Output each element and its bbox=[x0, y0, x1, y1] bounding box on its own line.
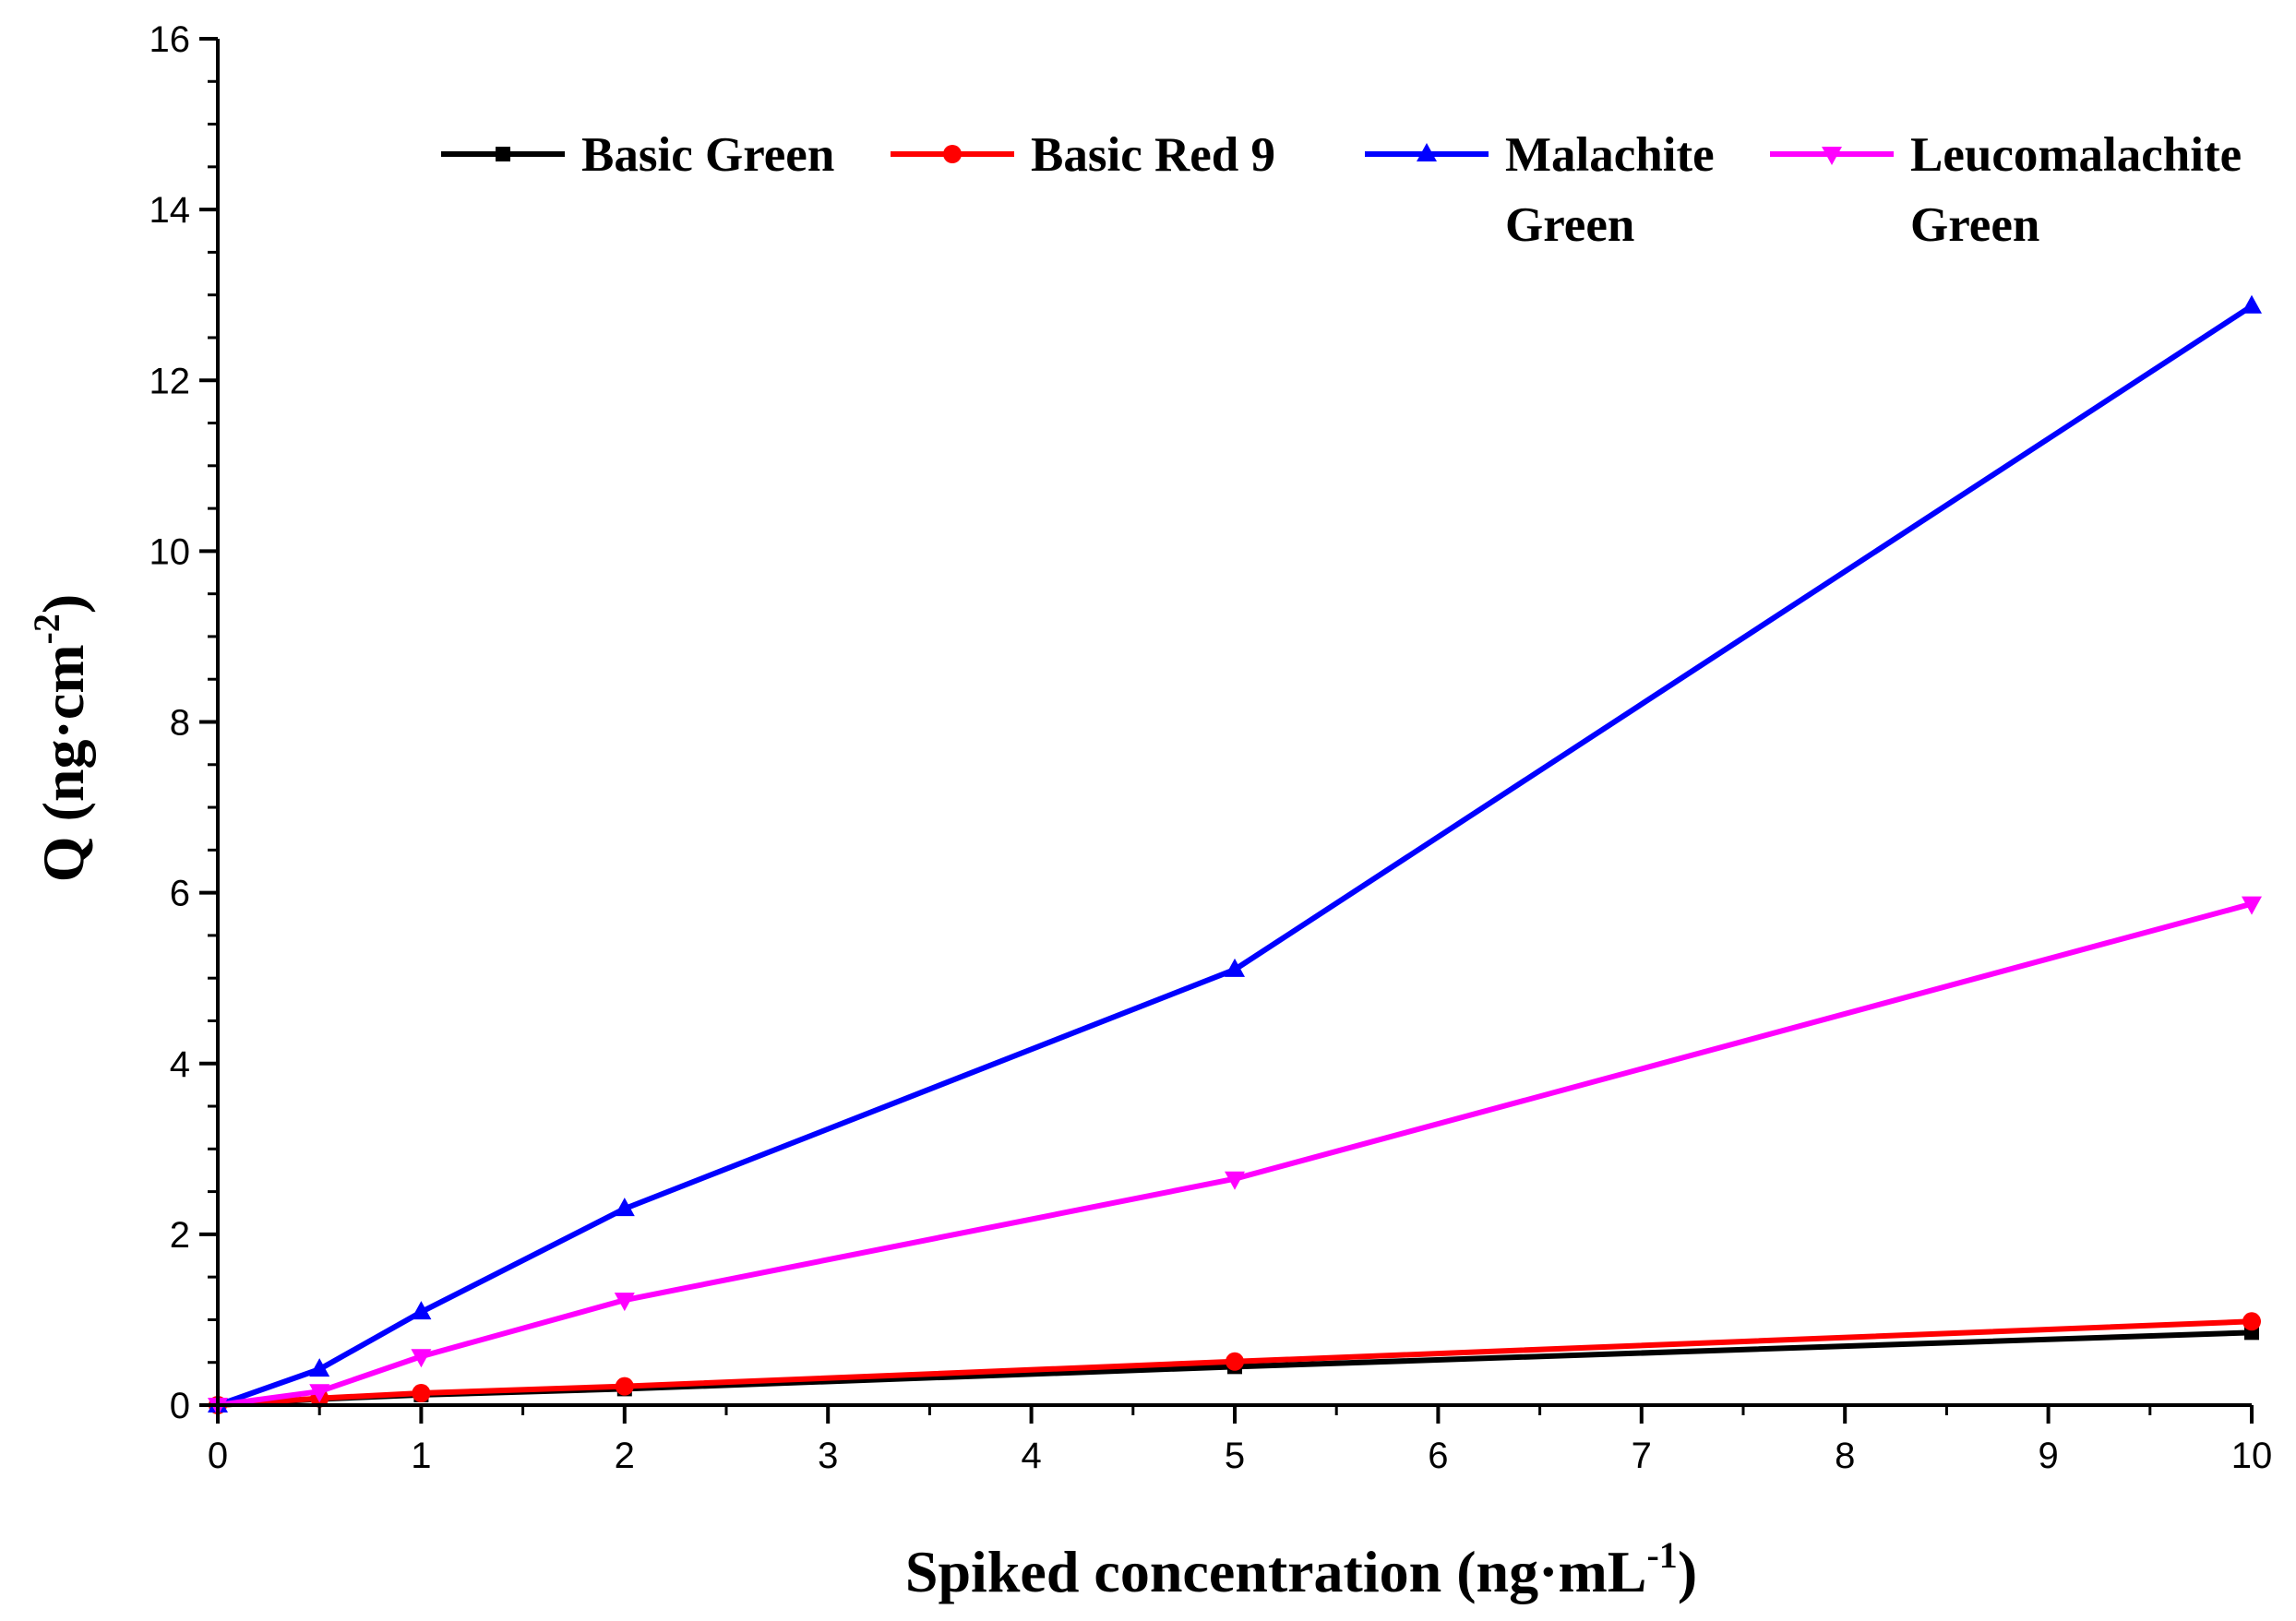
y-tick-label-5: 10 bbox=[149, 531, 191, 572]
x-tick-label-6: 6 bbox=[1428, 1436, 1448, 1476]
legend-swatch-marker-0 bbox=[496, 147, 510, 161]
legend-label-line-2-1: Green bbox=[1505, 198, 1634, 252]
x-tick-label-3: 3 bbox=[818, 1436, 838, 1476]
x-tick-label-5: 5 bbox=[1225, 1436, 1245, 1476]
x-tick-label-7: 7 bbox=[1632, 1436, 1652, 1476]
y-tick-label-8: 16 bbox=[149, 19, 191, 60]
x-tick-label-4: 4 bbox=[1021, 1436, 1041, 1476]
legend-label-line-1-0: Basic Red 9 bbox=[1031, 128, 1275, 182]
y-tick-label-1: 2 bbox=[170, 1215, 190, 1256]
x-tick-label-2: 2 bbox=[615, 1436, 635, 1476]
legend-item-1: Basic Red 9 bbox=[891, 128, 1275, 182]
data-point-2-2 bbox=[411, 1301, 432, 1320]
y-tick-label-7: 14 bbox=[149, 190, 191, 231]
legend-label-0: Basic Green bbox=[581, 128, 834, 182]
data-point-2-4 bbox=[1225, 958, 1245, 977]
series-2 bbox=[208, 294, 2262, 1412]
legend-label-line-0-0: Basic Green bbox=[581, 128, 834, 182]
legend-label-1: Basic Red 9 bbox=[1031, 128, 1275, 182]
legend-item-3: Leucomalachite Green bbox=[1770, 128, 2242, 252]
y-tick-label-6: 12 bbox=[149, 361, 191, 401]
data-point-3-2 bbox=[411, 1349, 432, 1368]
x-tick-label-9: 9 bbox=[2038, 1436, 2058, 1476]
plot-series-group bbox=[208, 294, 2262, 1416]
data-point-3-1 bbox=[309, 1384, 330, 1403]
y-axis-title: Q (ng·cm-2) bbox=[26, 594, 96, 882]
legend-swatch-marker-3 bbox=[1822, 147, 1842, 165]
data-point-2-3 bbox=[614, 1198, 635, 1217]
legend-label-3: Leucomalachite Green bbox=[1910, 128, 2242, 252]
series-line-3 bbox=[217, 900, 2253, 1408]
x-tick-label-8: 8 bbox=[1835, 1436, 1855, 1476]
data-point-1-4 bbox=[1226, 1352, 1244, 1371]
x-axis-title: Spiked concentration (ng·mL-1) bbox=[905, 1534, 1697, 1604]
series-3 bbox=[208, 896, 2262, 1416]
x-tick-label-0: 0 bbox=[208, 1436, 228, 1476]
data-point-1-2 bbox=[412, 1384, 431, 1403]
y-tick-label-4: 8 bbox=[170, 703, 190, 744]
y-tick-label-3: 6 bbox=[170, 874, 190, 914]
legend-label-line-3-0: Leucomalachite bbox=[1910, 128, 2242, 182]
x-tick-label-10: 10 bbox=[2231, 1436, 2273, 1476]
x-tick-label-1: 1 bbox=[411, 1436, 431, 1476]
legend-label-line-3-1: Green bbox=[1910, 198, 2039, 252]
legend-swatch-marker-1 bbox=[943, 145, 962, 163]
y-tick-label-0: 0 bbox=[170, 1386, 190, 1426]
legend-label-2: Malachite Green bbox=[1505, 128, 1715, 252]
y-tick-label-2: 4 bbox=[170, 1044, 190, 1085]
legend-label-line-2-0: Malachite bbox=[1505, 128, 1715, 182]
series-line-1 bbox=[217, 1318, 2253, 1408]
data-point-2-5 bbox=[2242, 294, 2262, 314]
series-line-2 bbox=[217, 304, 2254, 1408]
data-point-3-5 bbox=[2242, 896, 2262, 915]
legend-swatch-marker-2 bbox=[1417, 143, 1437, 161]
data-point-3-3 bbox=[614, 1293, 635, 1312]
data-point-1-5 bbox=[2242, 1312, 2261, 1331]
data-point-1-3 bbox=[615, 1377, 634, 1396]
legend: Basic Green Basic Red 9 Malachite GreenLeuc… bbox=[441, 128, 2242, 252]
data-point-3-4 bbox=[1225, 1171, 1245, 1190]
legend-item-2: Malachite Green bbox=[1365, 128, 1715, 252]
legend-item-0: Basic Green bbox=[441, 128, 834, 182]
data-point-2-1 bbox=[309, 1358, 330, 1377]
